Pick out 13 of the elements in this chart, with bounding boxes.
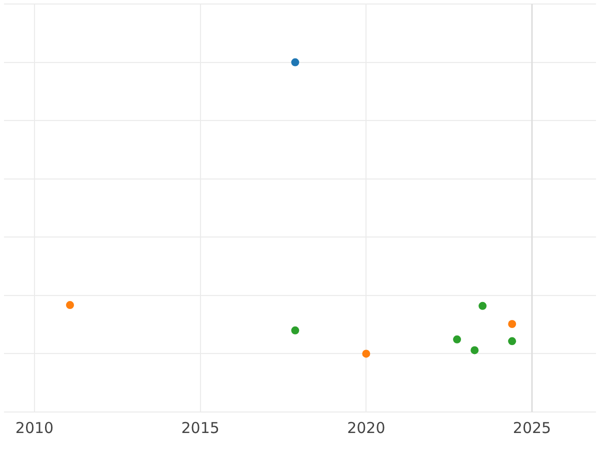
point <box>508 320 516 328</box>
point <box>478 302 487 310</box>
point <box>362 350 370 358</box>
point <box>508 337 516 346</box>
x-tick-label: 2020 <box>347 418 386 437</box>
point <box>470 346 479 354</box>
point <box>66 301 74 310</box>
point <box>291 326 300 334</box>
x-tick-label: 2015 <box>181 418 220 437</box>
x-tick-label: 2010 <box>15 418 54 437</box>
point <box>291 58 300 66</box>
x-tick-label: 2025 <box>512 418 552 437</box>
point <box>453 335 462 344</box>
